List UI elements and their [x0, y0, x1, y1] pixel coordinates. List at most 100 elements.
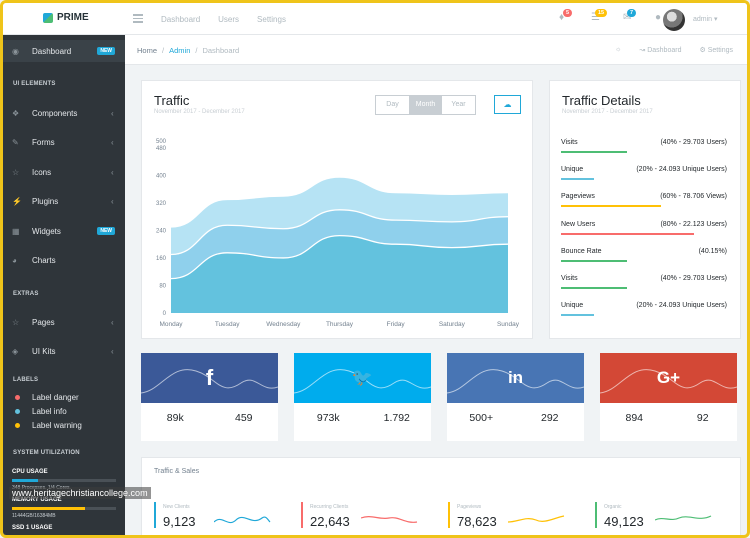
user-name: admin: [693, 16, 713, 23]
kpi-sparkline: [214, 516, 271, 524]
social-card-header: f: [141, 353, 278, 403]
speech-icon[interactable]: ☼: [614, 46, 622, 53]
card-title: Traffic Details: [562, 93, 641, 108]
sidebar-item-label-info[interactable]: Label info: [3, 403, 125, 419]
sidebar-item-label: UI Kits: [32, 346, 56, 356]
task-badge: 15: [595, 9, 608, 17]
memory-progress-bar: [12, 507, 116, 510]
kpi-item: Recurring Clients 22,643: [301, 502, 439, 534]
y-tick-label: 400: [156, 173, 167, 179]
sidebar-item-label-warning[interactable]: Label warning: [3, 417, 125, 433]
location-icon[interactable]: ●: [655, 12, 662, 23]
kpi-label: New Clients: [163, 504, 190, 510]
sidebar-item-components[interactable]: ❖ Components ‹: [3, 102, 125, 124]
sidebar-item-icons[interactable]: ☆ Icons ‹: [3, 161, 125, 183]
traffic-detail-progress: [561, 287, 628, 289]
x-tick-label: Wednesday: [266, 321, 301, 328]
memory-usage-label: MEMORY USAGE: [12, 497, 62, 503]
memory-progress-fill: [12, 507, 85, 510]
social-stat-value: 894: [625, 412, 644, 424]
social-card-twitter[interactable]: 🐦 973k 1.792: [294, 353, 431, 441]
sidebar-item-charts[interactable]: ◕ Charts: [3, 249, 125, 271]
user-menu[interactable]: admin ▾: [693, 16, 718, 23]
traffic-detail-progress: [561, 259, 628, 262]
social-card-linkedin[interactable]: in 500+ 292: [447, 353, 584, 441]
dot-icon: [15, 408, 20, 414]
graph-link[interactable]: ↝ Dashboard: [639, 47, 682, 54]
card-subtitle: November 2017 - December 2017: [154, 109, 245, 115]
sidebar-item-forms[interactable]: ✎ Forms ‹: [3, 131, 125, 153]
social-card-header: G+: [600, 353, 737, 403]
kpi-item: New Clients 9,123: [154, 502, 292, 534]
top-header: PRIME Dashboard Users Settings ♦ 5 ☰ 15 ✉ 7…: [3, 3, 747, 35]
kpi-value: 49,123: [604, 514, 644, 529]
dot-icon: [15, 422, 20, 428]
sidebar-item-label-danger[interactable]: Label danger: [3, 389, 125, 405]
menu-toggle-icon[interactable]: [133, 14, 143, 25]
kpi-value: 22,643: [310, 514, 350, 529]
social-card-header: 🐦: [294, 353, 431, 403]
kpi-accent-bar: [301, 502, 303, 528]
sidebar-item-label: Label info: [32, 406, 67, 416]
avatar[interactable]: [663, 9, 685, 31]
memory-usage-detail: 11444GB/16384MB: [12, 513, 56, 519]
social-card-values: 89k 459: [141, 403, 278, 441]
y-tick-label: 0: [163, 311, 167, 317]
mail-icon[interactable]: ✉ 7: [623, 9, 637, 24]
sidebar-item-label: Plugins: [32, 196, 59, 206]
traffic-detail-label: Visits: [561, 275, 578, 282]
tab-year[interactable]: Year: [451, 101, 466, 108]
kpi-value: 78,623: [457, 514, 497, 529]
traffic-detail-label: Visits: [561, 139, 578, 146]
social-card-facebook[interactable]: f 89k 459: [141, 353, 278, 441]
kpi-item: Organic 49,123: [595, 502, 733, 534]
kpi-accent-bar: [448, 502, 450, 528]
tab-day[interactable]: Day: [386, 101, 399, 108]
sidebar-item-dashboard[interactable]: ◉ Dashboard NEW: [3, 40, 125, 62]
traffic-detail-progress: [561, 314, 595, 317]
traffic-detail-label: Pageviews: [561, 193, 595, 201]
chevron-left-icon: ‹: [111, 167, 114, 177]
area-series-3: [171, 235, 508, 313]
section-title-extras: EXTRAS: [13, 291, 39, 297]
settings-link[interactable]: ⚙ Settings: [699, 47, 733, 54]
breadcrumb-admin[interactable]: Admin: [169, 46, 191, 55]
traffic-detail-row: New Users (80% - 22.123 Users): [561, 221, 727, 228]
social-wave: [294, 369, 431, 394]
cpu-usage-label: CPU USAGE: [12, 469, 48, 475]
tab-month[interactable]: Month: [409, 96, 442, 114]
topnav-users[interactable]: Users: [218, 15, 240, 24]
social-stat-value: 500+: [469, 412, 494, 424]
chevron-left-icon: ‹: [111, 317, 114, 327]
social-card-google-plus[interactable]: G+ 894 92: [600, 353, 737, 441]
sidebar-item-plugins[interactable]: ⚡ Plugins ‹: [3, 190, 125, 212]
sidebar-item-pages[interactable]: ☆ Pages ‹: [3, 311, 125, 333]
brand-logo[interactable]: PRIME: [43, 12, 89, 23]
breadcrumb-home[interactable]: Home: [137, 46, 158, 55]
period-toggle: Day Month Year: [375, 95, 476, 115]
x-tick-label: Monday: [159, 321, 183, 328]
list-icon[interactable]: ☰ 15: [591, 9, 608, 24]
traffic-detail-label: Unique: [561, 166, 584, 174]
traffic-detail-progress: [561, 178, 595, 181]
sidebar-item-ui-kits[interactable]: ◈ UI Kits ‹: [3, 340, 125, 362]
breadcrumb-current: Dashboard: [202, 46, 240, 55]
google-plus-icon: G+: [656, 368, 681, 387]
brand-name: PRIME: [57, 12, 89, 23]
topnav-dashboard[interactable]: Dashboard: [161, 15, 201, 24]
social-wave-line: [600, 369, 737, 394]
sidebar-item-widgets[interactable]: ▦ Widgets NEW: [3, 220, 125, 242]
x-tick-label: Sunday: [497, 321, 520, 328]
download-button[interactable]: ☁: [494, 95, 521, 114]
card-title: Traffic: [154, 93, 190, 108]
bell-icon[interactable]: ♦ 5: [559, 9, 573, 24]
series-line-1: [170, 176, 509, 228]
kpi-accent-bar: [154, 502, 156, 528]
topnav-settings[interactable]: Settings: [257, 15, 286, 24]
sidebar-item-label: Label danger: [32, 392, 79, 402]
traffic-detail-progress: [561, 205, 661, 208]
kpi-sparkline-path: [214, 516, 271, 524]
x-tick-label: Friday: [387, 321, 406, 328]
speedometer-icon: ◉: [12, 46, 19, 56]
